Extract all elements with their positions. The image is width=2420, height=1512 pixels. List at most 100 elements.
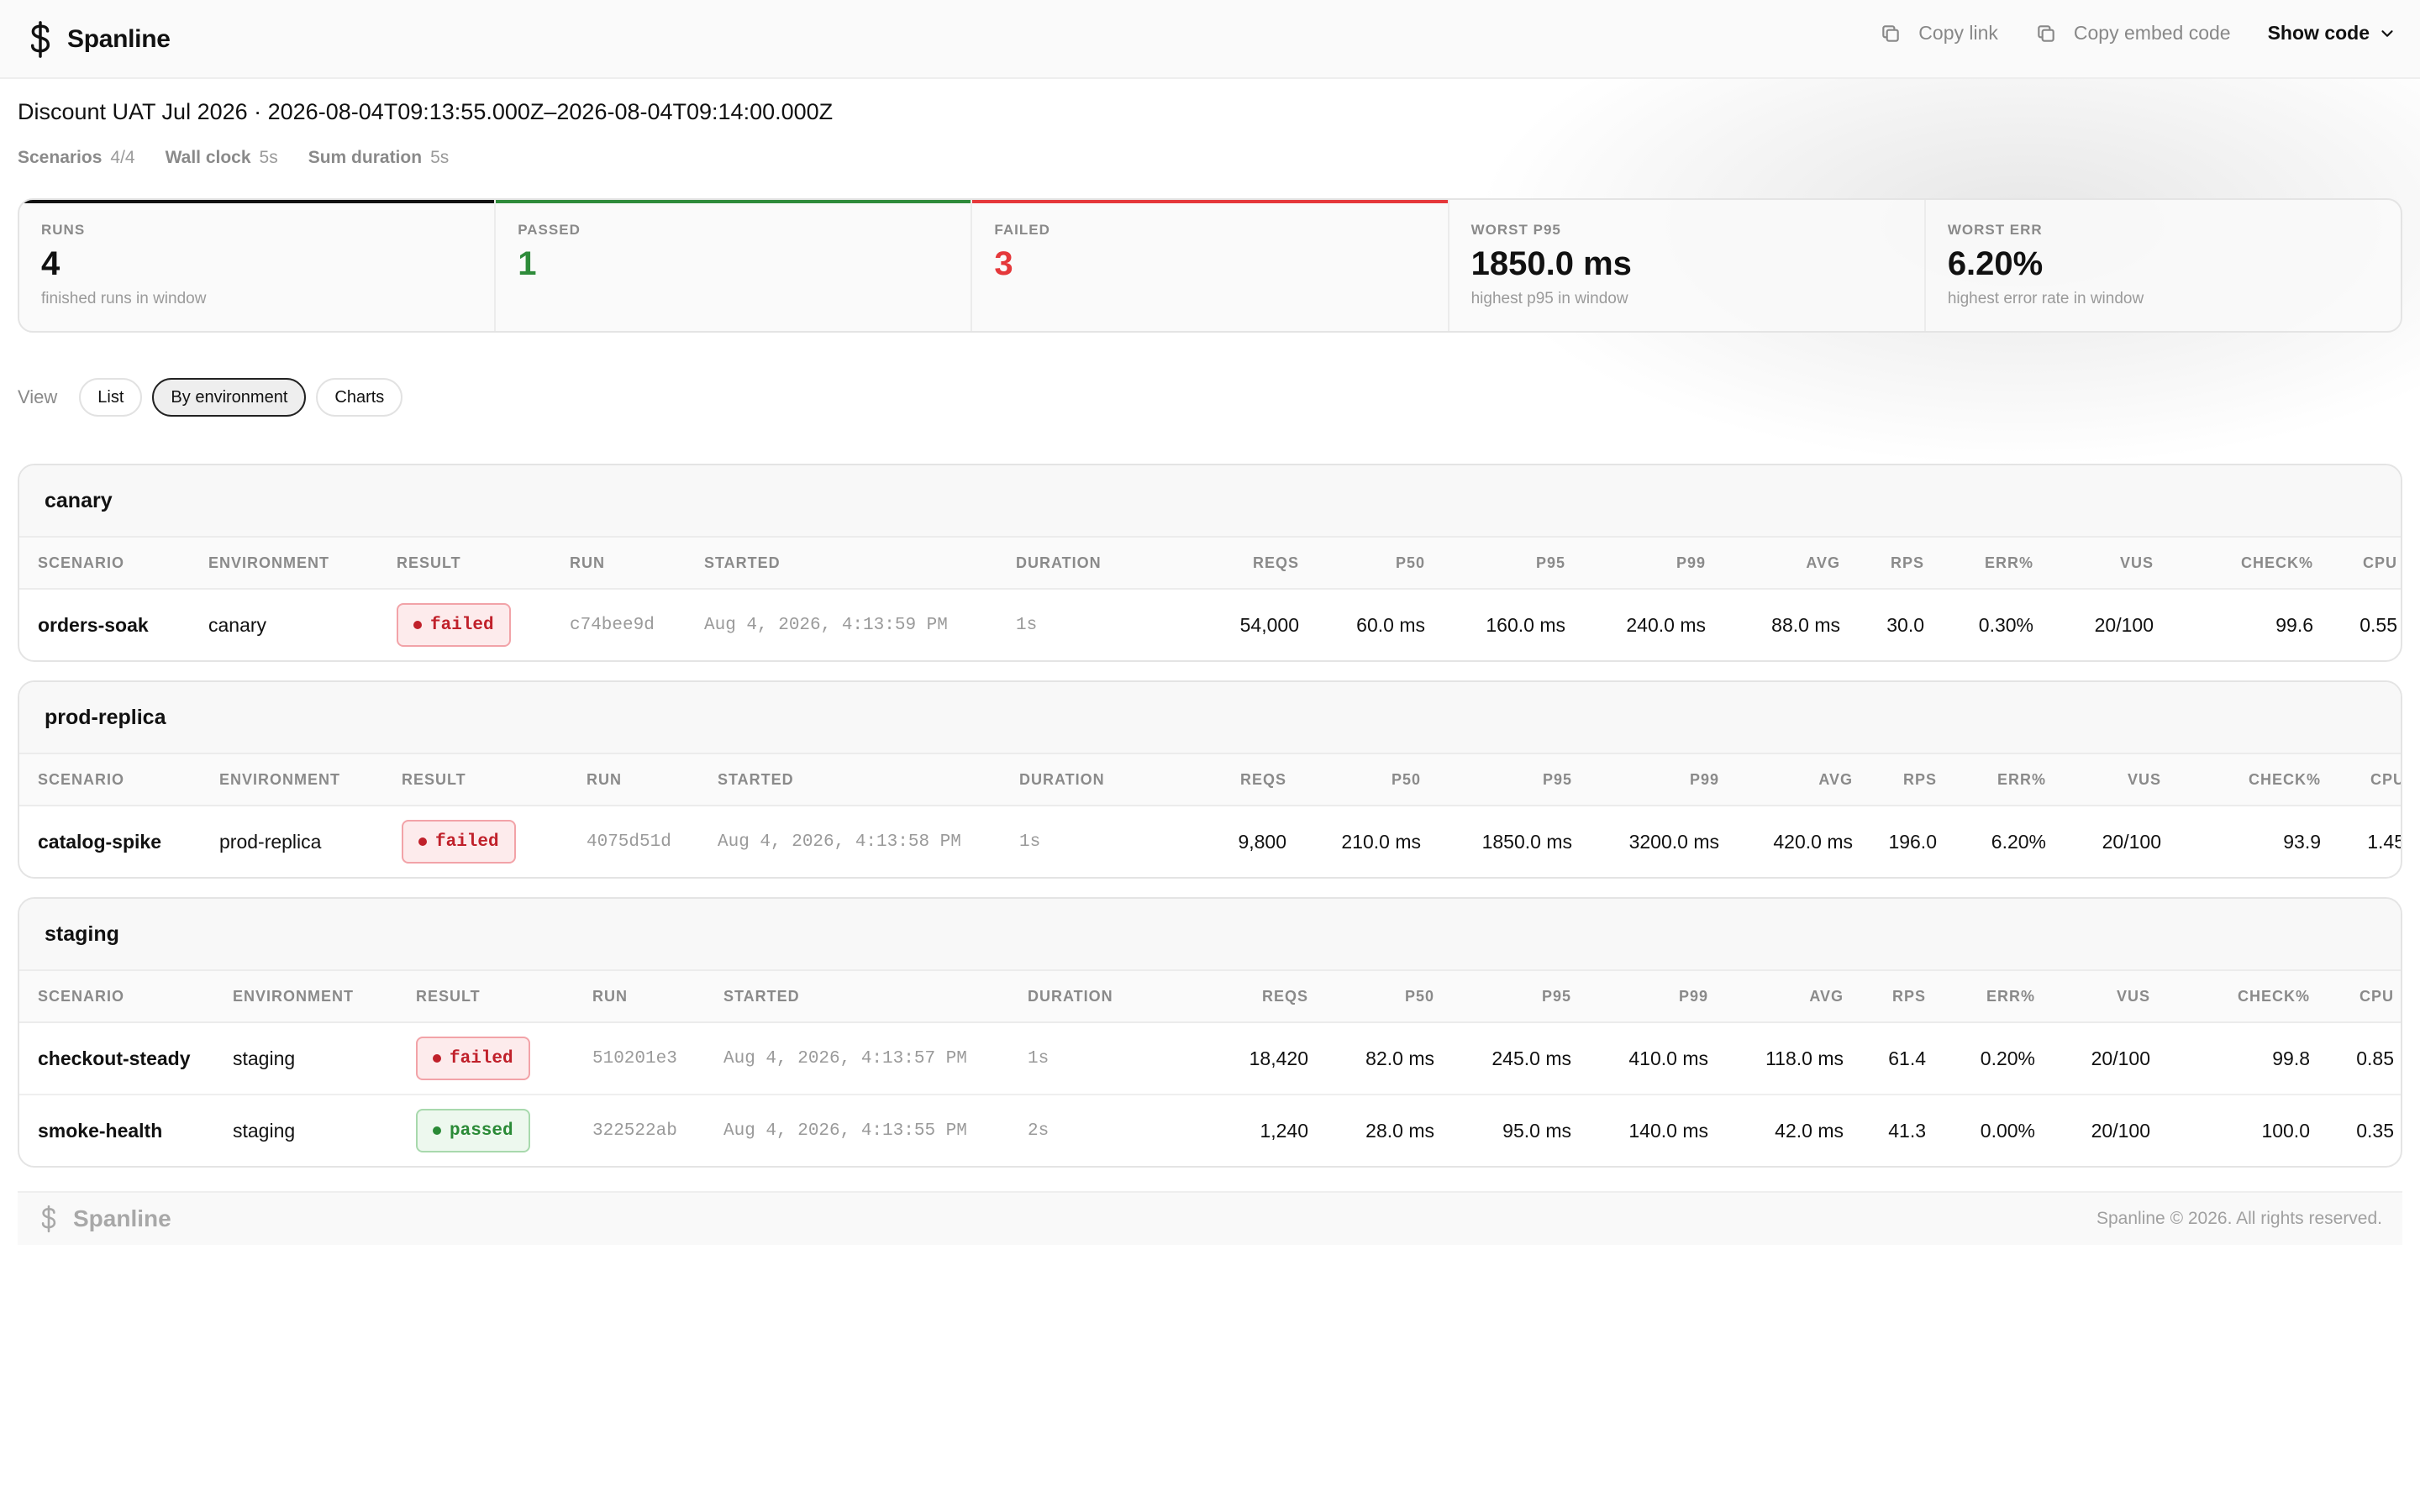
copy-icon xyxy=(2038,24,2054,42)
p95-cell: 95.0 ms xyxy=(1502,1119,1571,1142)
column-header[interactable]: REQS xyxy=(1177,971,1308,1023)
column-header[interactable]: RESULT xyxy=(402,754,587,806)
p99-cell: 410.0 ms xyxy=(1571,1022,1708,1095)
column-header[interactable]: P99 xyxy=(1565,538,1706,590)
dollar-icon xyxy=(30,21,50,58)
column-header[interactable]: RESULT xyxy=(397,538,570,590)
column-header[interactable]: RESULT xyxy=(416,971,592,1023)
environment-cell: staging xyxy=(233,1022,416,1095)
column-header[interactable]: CPU xyxy=(2321,754,2401,806)
status-badge: failed xyxy=(402,820,516,864)
status-badge: passed xyxy=(416,1109,530,1152)
column-header[interactable]: REQS xyxy=(1169,538,1299,590)
column-header[interactable]: ENVIRONMENT xyxy=(233,971,416,1023)
column-header[interactable]: SCENARIO xyxy=(19,971,233,1023)
column-header[interactable]: RUN xyxy=(570,538,704,590)
stat-value: 6.20% xyxy=(1947,245,2044,282)
scenario-cell[interactable]: checkout-steady xyxy=(19,1022,233,1095)
column-header[interactable]: ERR% xyxy=(1926,971,2035,1023)
scenario-cell[interactable]: smoke-health xyxy=(38,1119,163,1142)
column-header[interactable]: STARTED xyxy=(723,971,1028,1023)
column-header[interactable]: ENVIRONMENT xyxy=(208,538,397,590)
column-header[interactable]: ERR% xyxy=(1937,754,2046,806)
column-header[interactable]: RPS xyxy=(1840,538,1924,590)
column-header[interactable]: P99 xyxy=(1571,971,1708,1023)
table-row[interactable]: catalog-spike prod-replica failed 4075d51d A… xyxy=(19,806,2401,877)
column-header[interactable]: RUN xyxy=(587,754,718,806)
status-label: failed xyxy=(435,832,499,852)
check-cell: 93.9 xyxy=(2283,830,2321,853)
column-header[interactable]: P95 xyxy=(1421,754,1572,806)
column-header[interactable]: P95 xyxy=(1434,971,1571,1023)
scenario-cell[interactable]: orders-soak xyxy=(38,613,149,636)
vus-cell: 20/100 xyxy=(2094,613,2154,636)
table-row[interactable]: smoke-health staging passed 322522ab Aug 4, … xyxy=(19,1095,2401,1166)
view-option-list[interactable]: List xyxy=(79,378,143,417)
scenario-cell[interactable]: catalog-spike xyxy=(38,830,161,853)
column-header[interactable]: REQS xyxy=(1169,754,1286,806)
column-header[interactable]: P50 xyxy=(1308,971,1434,1023)
status-label: failed xyxy=(450,1048,513,1068)
view-option-charts[interactable]: Charts xyxy=(316,378,403,417)
column-header[interactable]: RPS xyxy=(1853,754,1937,806)
brand[interactable]: Spanline xyxy=(25,20,171,59)
mem-cell: 320 xyxy=(2397,589,2401,660)
check-cell: 99.8 xyxy=(2150,1022,2310,1095)
show-code-button[interactable]: Show code xyxy=(2268,22,2396,45)
column-header[interactable]: P99 xyxy=(1572,754,1719,806)
meta-scenarios: Scenarios 4/4 xyxy=(18,148,135,168)
column-header[interactable]: AVG xyxy=(1706,538,1840,590)
stat-label: WORST ERR xyxy=(1947,222,2043,238)
column-header[interactable]: VUS xyxy=(2035,971,2150,1023)
column-header[interactable]: DURATION xyxy=(1028,971,1177,1023)
meta-value: 5s xyxy=(430,148,450,167)
view-option-by-environment[interactable]: By environment xyxy=(152,378,307,417)
column-header[interactable]: AVG xyxy=(1719,754,1853,806)
meta-value: 4/4 xyxy=(110,148,135,167)
copy-link-button[interactable]: Copy link xyxy=(1880,22,1998,45)
column-header[interactable]: ENVIRONMENT xyxy=(219,754,402,806)
stat-subtitle: highest error rate in window xyxy=(1947,290,2144,307)
table-row[interactable]: orders-soak canary failed c74bee9d Aug 4, 20… xyxy=(19,589,2401,660)
footer-brand[interactable]: Spanline xyxy=(38,1205,171,1233)
stat-label: RUNS xyxy=(41,222,86,238)
column-header[interactable]: P50 xyxy=(1286,754,1421,806)
column-header[interactable]: CHECK% xyxy=(2150,971,2310,1023)
column-header[interactable]: AVG xyxy=(1708,971,1844,1023)
column-header[interactable]: RUN xyxy=(592,971,723,1023)
column-header[interactable]: SCENARIO xyxy=(19,538,208,590)
column-header[interactable]: STARTED xyxy=(718,754,1019,806)
column-header[interactable]: VUS xyxy=(2033,538,2154,590)
column-header[interactable]: MEM xyxy=(2394,971,2401,1023)
column-header[interactable]: RPS xyxy=(1844,971,1926,1023)
stat-label: WORST P95 xyxy=(1470,222,1561,238)
p50-cell: 28.0 ms xyxy=(1365,1119,1434,1142)
column-header[interactable]: CHECK% xyxy=(2161,754,2321,806)
column-header[interactable]: CPU xyxy=(2313,538,2397,590)
p99-cell: 3200.0 ms xyxy=(1628,830,1719,853)
rps-cell: 196.0 xyxy=(1888,830,1937,853)
p50-cell: 82.0 ms xyxy=(1308,1022,1434,1095)
run-cell[interactable]: 510201e3 xyxy=(592,1022,723,1095)
column-header[interactable]: P95 xyxy=(1425,538,1565,590)
run-cell[interactable]: 4075d51d xyxy=(587,832,671,852)
stat-card-failed: FAILED 3 xyxy=(972,200,1449,331)
column-header[interactable]: DURATION xyxy=(1016,538,1169,590)
brand-name: Spanline xyxy=(67,25,171,53)
table-row[interactable]: checkout-steady staging failed 510201e3 Aug … xyxy=(19,1022,2401,1095)
column-header[interactable]: P50 xyxy=(1299,538,1425,590)
stat-value: 3 xyxy=(994,245,1013,282)
status-badge: failed xyxy=(416,1037,530,1080)
copy-embed-code-button[interactable]: Copy embed code xyxy=(2035,22,2231,45)
column-header[interactable]: STARTED xyxy=(704,538,1016,590)
column-header[interactable]: MEM xyxy=(2397,538,2401,590)
run-cell[interactable]: c74bee9d xyxy=(570,615,655,635)
runs-table: SCENARIO ENVIRONMENT RESULT RUN STARTED DURAT… xyxy=(19,754,2401,877)
column-header[interactable]: CHECK% xyxy=(2154,538,2313,590)
column-header[interactable]: CPU xyxy=(2310,971,2394,1023)
column-header[interactable]: VUS xyxy=(2046,754,2161,806)
run-cell[interactable]: 322522ab xyxy=(592,1121,677,1141)
column-header[interactable]: DURATION xyxy=(1019,754,1169,806)
column-header[interactable]: SCENARIO xyxy=(19,754,219,806)
column-header[interactable]: ERR% xyxy=(1924,538,2033,590)
